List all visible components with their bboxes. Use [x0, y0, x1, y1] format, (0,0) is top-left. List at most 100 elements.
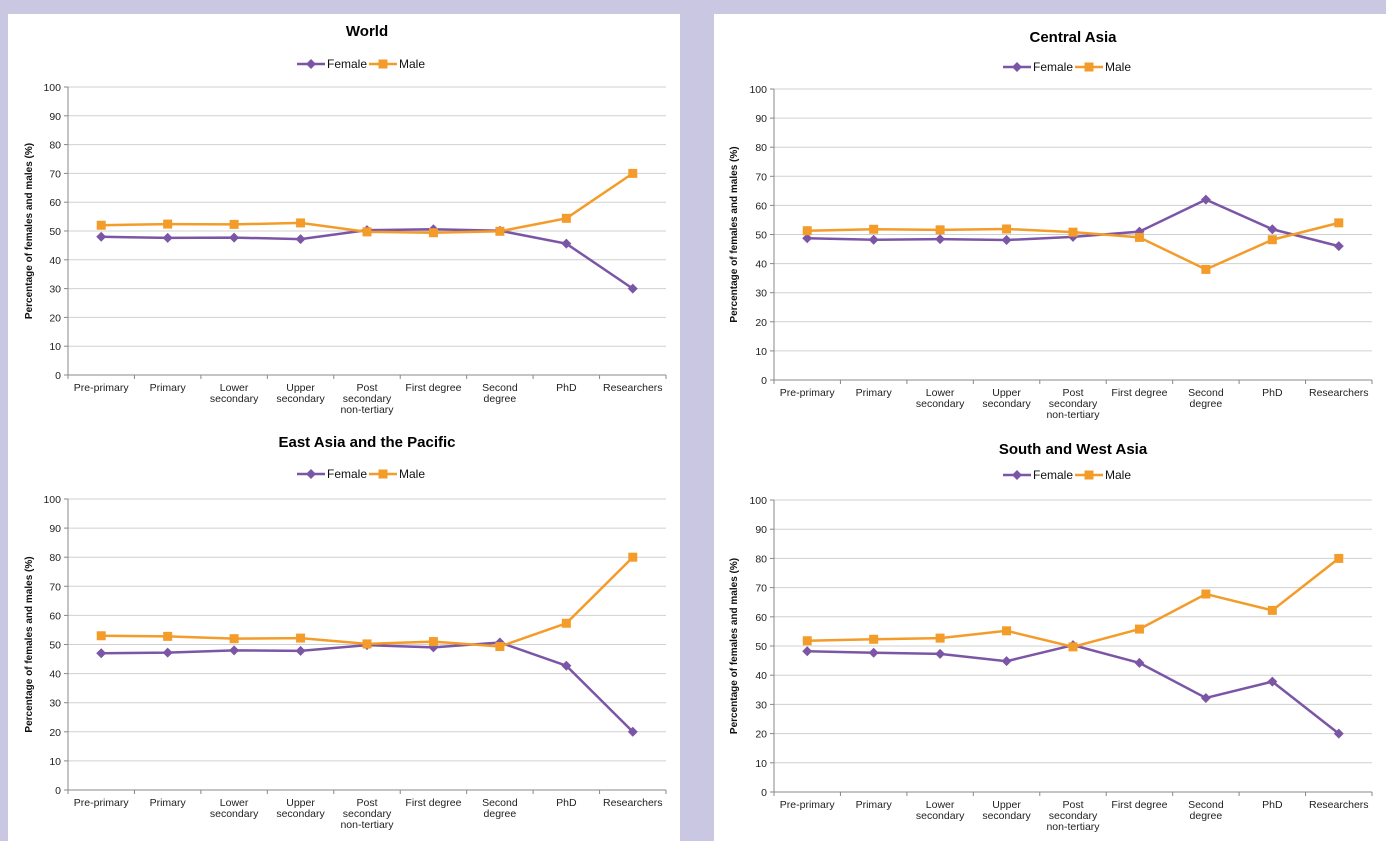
- x-tick-label: Researchers: [1309, 387, 1369, 399]
- data-point-female: [295, 645, 306, 656]
- data-point-male: [628, 552, 638, 562]
- legend-label-female: Female: [327, 57, 367, 71]
- y-tick-label: 50: [755, 641, 767, 653]
- y-tick-label: 70: [755, 583, 767, 595]
- y-tick-label: 40: [755, 670, 767, 682]
- y-tick-label: 0: [761, 375, 767, 387]
- legend-label-male: Male: [399, 57, 425, 71]
- legend-label-male: Male: [399, 467, 425, 481]
- data-point-male: [935, 225, 945, 235]
- data-point-female: [935, 648, 946, 659]
- data-point-female: [802, 646, 813, 657]
- data-point-female: [935, 234, 946, 245]
- legend-marker-male: [1084, 62, 1094, 72]
- data-point-male: [229, 634, 239, 644]
- y-tick-label: 0: [55, 370, 61, 382]
- data-point-male: [1267, 605, 1277, 615]
- legend-marker-male: [378, 59, 388, 69]
- data-point-female: [627, 283, 638, 294]
- x-tick-label: Second degree: [482, 797, 518, 820]
- x-tick-label: Pre-primary: [74, 797, 130, 809]
- data-point-female: [561, 660, 572, 671]
- legend-marker-female: [306, 469, 316, 479]
- data-point-male: [1002, 626, 1012, 636]
- x-tick-label: Lower secondary: [916, 799, 965, 822]
- right-panel: [714, 14, 1386, 841]
- legend-label-female: Female: [327, 467, 367, 481]
- y-tick-label: 70: [755, 171, 767, 183]
- y-tick-label: 60: [755, 200, 767, 212]
- x-tick-label: Lower secondary: [210, 382, 259, 405]
- x-tick-label: Upper secondary: [276, 797, 325, 820]
- y-tick-label: 20: [755, 729, 767, 741]
- y-tick-label: 0: [55, 785, 61, 797]
- data-point-male: [628, 168, 638, 178]
- data-point-male: [1201, 589, 1211, 599]
- x-tick-label: Second degree: [482, 382, 518, 405]
- data-point-male: [935, 633, 945, 643]
- x-tick-label: PhD: [556, 382, 577, 394]
- y-axis-label: Percentage of females and males (%): [729, 558, 740, 734]
- x-tick-label: First degree: [1111, 799, 1167, 811]
- data-point-female: [561, 238, 572, 249]
- legend-label-male: Male: [1105, 468, 1131, 482]
- y-tick-label: 10: [755, 758, 767, 770]
- data-point-male: [96, 220, 106, 230]
- legend-marker-female: [306, 59, 316, 69]
- x-tick-label: Lower secondary: [916, 387, 965, 410]
- data-point-female: [627, 726, 638, 737]
- y-tick-label: 60: [49, 197, 61, 209]
- data-point-male: [362, 639, 372, 649]
- data-point-male: [495, 642, 505, 652]
- y-tick-label: 90: [755, 524, 767, 536]
- data-point-male: [1201, 264, 1211, 274]
- data-point-female: [1200, 692, 1211, 703]
- y-tick-label: 80: [49, 140, 61, 152]
- series-line-male: [807, 557, 1340, 649]
- y-tick-label: 80: [755, 553, 767, 565]
- y-tick-label: 30: [49, 284, 61, 296]
- data-point-male: [362, 227, 372, 237]
- x-tick-label: Upper secondary: [982, 387, 1031, 410]
- x-tick-label: Primary: [856, 387, 893, 399]
- x-tick-label: Post secondary non-tertiary: [1046, 387, 1100, 421]
- y-tick-label: 90: [49, 523, 61, 535]
- series-line-female: [807, 643, 1340, 735]
- y-tick-label: 20: [755, 317, 767, 329]
- data-point-male: [1068, 227, 1078, 237]
- data-point-male: [1267, 235, 1277, 245]
- data-point-male: [163, 631, 173, 641]
- y-tick-label: 60: [755, 612, 767, 624]
- data-point-male: [1334, 218, 1344, 228]
- x-tick-label: Second degree: [1188, 387, 1224, 410]
- y-tick-label: 40: [49, 669, 61, 681]
- data-point-female: [1001, 235, 1012, 246]
- data-point-male: [802, 636, 812, 646]
- y-tick-label: 100: [43, 494, 61, 506]
- y-tick-label: 80: [49, 552, 61, 564]
- data-point-male: [1068, 642, 1078, 652]
- data-point-female: [229, 232, 240, 243]
- data-point-female: [229, 645, 240, 656]
- data-point-male: [1002, 224, 1012, 234]
- data-point-female: [96, 648, 107, 659]
- legend-label-female: Female: [1033, 468, 1073, 482]
- y-tick-label: 100: [749, 84, 767, 96]
- x-tick-label: PhD: [1262, 387, 1283, 399]
- y-tick-label: 40: [49, 255, 61, 267]
- legend-label-male: Male: [1105, 60, 1131, 74]
- data-point-male: [561, 213, 571, 223]
- data-point-female: [802, 233, 813, 244]
- y-tick-label: 50: [49, 226, 61, 238]
- data-point-female: [96, 231, 107, 242]
- x-tick-label: PhD: [1262, 799, 1283, 811]
- data-point-male: [229, 219, 239, 229]
- y-tick-label: 90: [49, 111, 61, 123]
- y-tick-label: 50: [755, 230, 767, 242]
- x-tick-label: First degree: [405, 797, 461, 809]
- data-point-male: [428, 637, 438, 647]
- data-point-male: [96, 631, 106, 641]
- x-tick-label: Pre-primary: [780, 799, 836, 811]
